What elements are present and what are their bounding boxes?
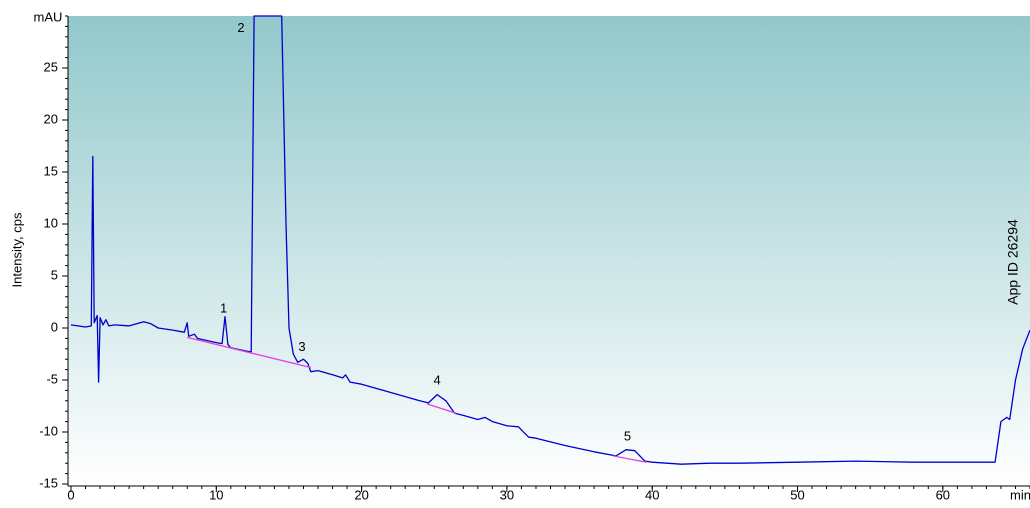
peak-label: 1 [220, 301, 227, 316]
y-axis-label: Intensity, cps [9, 212, 24, 287]
trace [70, 15, 1030, 465]
peak-label: 5 [624, 429, 631, 444]
x-tick-label: 50 [790, 487, 804, 502]
y-tick-label: 25 [44, 59, 58, 74]
y-tick-label: 0 [51, 319, 58, 334]
annotation: App ID 26294 [1005, 219, 1021, 305]
peak-label: 2 [237, 20, 244, 35]
x-tick-label: 30 [500, 487, 514, 502]
x-tick-label: 60 [936, 487, 950, 502]
y-tick-label: -10 [39, 423, 58, 438]
x-tick-label: 0 [67, 487, 74, 502]
y-tick-label: 20 [44, 111, 58, 126]
plot-background [68, 16, 1030, 484]
trace [187, 336, 647, 463]
y-tick-label: 15 [44, 163, 58, 178]
peak-label: 3 [298, 339, 305, 354]
x-tick-label: 10 [209, 487, 223, 502]
peak-label: 4 [434, 372, 441, 387]
x-tick-label: 40 [645, 487, 659, 502]
y-tick-label: 10 [44, 215, 58, 230]
y-tick-label: -5 [46, 371, 58, 386]
x-tick-label: 20 [354, 487, 368, 502]
y-unit: mAU [34, 9, 63, 24]
x-unit: min [1010, 487, 1030, 502]
y-tick-label: 5 [51, 267, 58, 282]
y-tick-label: -15 [39, 475, 58, 490]
